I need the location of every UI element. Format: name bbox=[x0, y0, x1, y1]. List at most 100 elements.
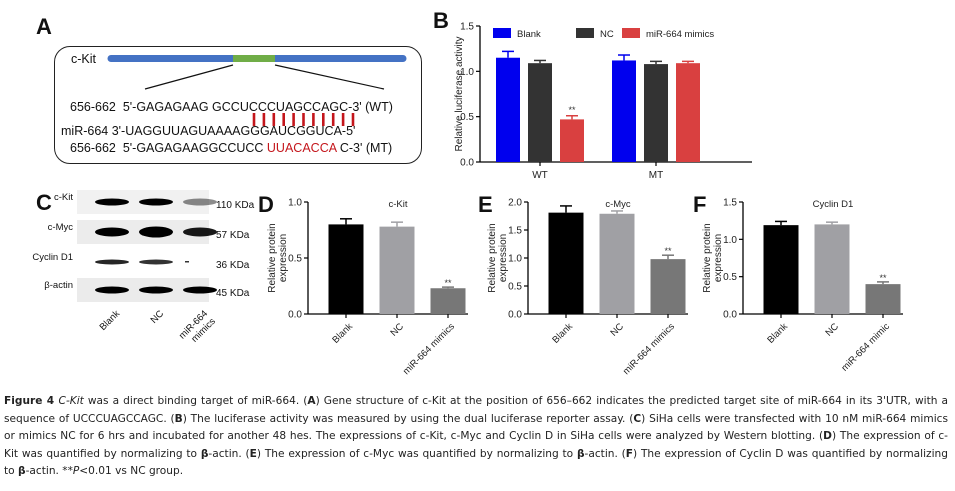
legend-swatch bbox=[493, 28, 511, 38]
caption-text: ) Gene structure of c-Kit at the positio… bbox=[4, 395, 948, 425]
bar bbox=[548, 212, 584, 314]
x-tick-label: miR-664 mimics bbox=[401, 321, 457, 377]
bar bbox=[644, 64, 668, 162]
y-tick-label: 1.0 bbox=[460, 67, 474, 78]
bar bbox=[430, 288, 466, 314]
legend-label: Blank bbox=[517, 29, 541, 40]
x-tick-label-text: miR-664 mimic bbox=[839, 321, 892, 374]
y-axis-title-text: expression bbox=[713, 234, 724, 282]
chart-b-luciferase: 0.0 0.5 1.0 1.5 Relative luciferase activity… bbox=[454, 22, 752, 181]
x-tick-label: WT bbox=[532, 170, 548, 181]
y-tick-label: 0.0 bbox=[723, 310, 737, 321]
caption-text: ) The luciferase activity was measured b… bbox=[182, 412, 634, 425]
x-tick-label-text: Blank bbox=[550, 321, 575, 346]
blot-size-label: 57 KDa bbox=[216, 230, 250, 241]
legend-swatch bbox=[622, 28, 640, 38]
caption-text: -actin. ( bbox=[584, 447, 626, 460]
panel-letter-d: D bbox=[258, 192, 274, 217]
caption-gene: C-Kit bbox=[58, 395, 84, 407]
x-tick-label: NC bbox=[823, 321, 841, 339]
caption-figure-label: Figure 4 bbox=[4, 395, 59, 407]
bar bbox=[763, 225, 799, 314]
x-tick-label: NC bbox=[388, 321, 406, 339]
panel-letter-e: E bbox=[478, 192, 493, 217]
chart-title: Cyclin D1 bbox=[813, 199, 854, 210]
x-tick-label: Blank bbox=[765, 321, 790, 346]
bar bbox=[814, 224, 850, 314]
mt-sequence-suffix: C-3' (MT) bbox=[336, 141, 393, 155]
bar bbox=[560, 119, 584, 162]
blot-band bbox=[139, 259, 173, 265]
caption-italic: P bbox=[72, 465, 80, 478]
bar bbox=[496, 57, 520, 162]
significance-marker: ** bbox=[568, 105, 576, 115]
caption-text: ) The expression of c-Kit was quantified… bbox=[4, 430, 949, 460]
y-tick-label: 0.5 bbox=[288, 254, 302, 265]
wt-sequence: 5'-GAGAGAAG GCCUCCCUAGCCAGC-3' (WT) bbox=[122, 100, 393, 114]
panel-letter-b: B bbox=[433, 8, 449, 33]
target-region bbox=[233, 55, 275, 62]
bar bbox=[528, 63, 552, 162]
caption-text: was a direct binding target of miR-664. … bbox=[83, 395, 308, 407]
y-tick-label: 1.5 bbox=[723, 198, 737, 209]
y-tick-label: 0.5 bbox=[723, 272, 737, 283]
y-tick-label: 0.5 bbox=[508, 282, 522, 293]
y-tick-label: 0.0 bbox=[288, 310, 302, 321]
y-axis-title: Relative protein expression bbox=[702, 223, 724, 292]
y-tick-label: 2.0 bbox=[508, 198, 522, 209]
mir-sequence-line: miR-664 3'-UAGGUUAGUAAAAGGGAUCGGUCA-5' bbox=[61, 124, 356, 138]
caption-text: <0.01 vs NC group. bbox=[79, 465, 184, 478]
blot-size-label: 110 KDa bbox=[216, 200, 255, 211]
chart-f-cyclind1: 0.0 0.5 1.0 1.5 Relative protein expression Cy… bbox=[702, 198, 903, 374]
chart-d-ckit: 0.0 0.5 1.0 Relative protein expression c-Kit… bbox=[267, 198, 468, 377]
zoom-line-right bbox=[274, 64, 385, 90]
caption-panel-ref: A bbox=[307, 395, 316, 407]
y-tick-label: 0.0 bbox=[508, 310, 522, 321]
y-axis-title: Relative luciferase activity bbox=[454, 36, 465, 151]
legend-label: NC bbox=[600, 29, 614, 40]
blot-band bbox=[183, 286, 217, 294]
x-tick-label: miR-664 mimic bbox=[839, 321, 892, 374]
chart-title: c-Myc bbox=[605, 199, 631, 210]
caption-text: ) The expression of c-Myc was quantified… bbox=[256, 447, 577, 460]
y-tick-label: 1.0 bbox=[723, 235, 737, 246]
blot-band bbox=[183, 198, 217, 206]
caption-beta: β bbox=[200, 447, 209, 460]
caption-text: ) The expression of Cyclin D was quantif… bbox=[4, 447, 948, 478]
x-tick-label: Blank bbox=[330, 321, 355, 346]
wt-position: 656-662 bbox=[70, 100, 116, 114]
bar bbox=[328, 224, 364, 314]
blot-band bbox=[95, 227, 129, 237]
chart-e-cmyc: 0.0 0.5 1.0 1.5 2.0 Relative protein expressio… bbox=[487, 198, 688, 377]
caption-panel-ref: E bbox=[249, 447, 257, 460]
bar bbox=[676, 63, 700, 162]
mt-sequence-line: 656-662 5'-GAGAGAAGGCCUCC UUACACCA C-3' … bbox=[70, 141, 392, 155]
y-axis-title-text: expression bbox=[278, 234, 289, 282]
blot-band bbox=[139, 226, 173, 238]
bar bbox=[612, 60, 636, 162]
caption-text: -actin. ( bbox=[208, 447, 250, 460]
caption-beta: β bbox=[18, 465, 26, 478]
y-axis-title: Relative protein expression bbox=[487, 223, 509, 292]
blot-band bbox=[139, 286, 173, 294]
y-tick-label: 1.0 bbox=[288, 198, 302, 209]
blot-lane-label: Blank bbox=[98, 308, 123, 333]
blot-band bbox=[95, 259, 129, 265]
significance-marker: ** bbox=[444, 278, 452, 288]
gene-label: c-Kit bbox=[71, 52, 96, 66]
blot-band bbox=[183, 227, 217, 237]
x-tick-label-text: miR-664 mimics bbox=[621, 321, 677, 377]
y-tick-label: 1.5 bbox=[508, 226, 522, 237]
x-tick-label-text: NC bbox=[823, 321, 841, 339]
x-tick-label-text: NC bbox=[608, 321, 626, 339]
x-tick-label: NC bbox=[608, 321, 626, 339]
blot-row-label: β-actin bbox=[44, 280, 73, 291]
bar bbox=[650, 259, 686, 314]
x-tick-label-text: Blank bbox=[765, 321, 790, 346]
panel-letter-f: F bbox=[693, 192, 707, 217]
panel-a-graphics bbox=[107, 55, 407, 126]
panel-a-gene-diagram bbox=[54, 46, 422, 164]
blot-lane-label-text: Blank bbox=[98, 308, 123, 333]
significance-marker: ** bbox=[664, 246, 672, 256]
